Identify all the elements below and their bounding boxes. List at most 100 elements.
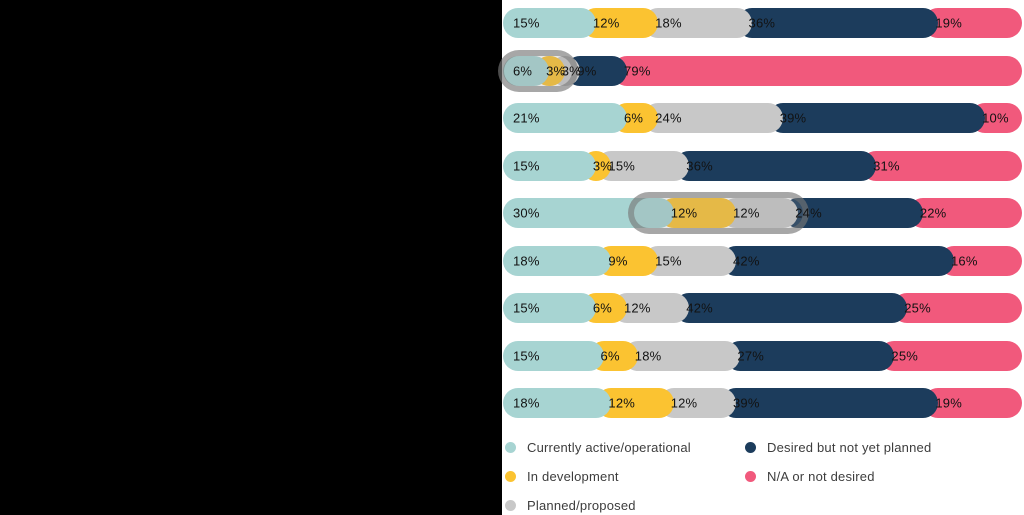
bar-segment xyxy=(643,8,752,38)
bar-segment xyxy=(767,103,986,133)
segment-value-label: 22% xyxy=(919,205,947,221)
segment-value-label: 24% xyxy=(795,205,822,221)
segment-value-label: 15% xyxy=(513,348,540,363)
legend-item: In development xyxy=(505,462,745,491)
bar-row: 15% 3% 15% 36% 31% xyxy=(503,150,1022,181)
legend-color-dot xyxy=(505,471,516,482)
bar-segment xyxy=(674,293,908,323)
bar-segment xyxy=(861,150,1022,181)
segment-value-label: 16% xyxy=(950,253,978,268)
segment-value-label: 39% xyxy=(732,395,760,411)
segment-value-label: 12% xyxy=(592,15,620,31)
legend-color-dot xyxy=(745,442,756,453)
segment-value-label: 10% xyxy=(982,110,1009,126)
segment-value-label: 19% xyxy=(935,15,962,31)
segment-value-label: 27% xyxy=(737,348,765,363)
segment-value-label: 15% xyxy=(513,300,540,316)
legend-label: In development xyxy=(527,469,619,484)
segment-value-label: 30% xyxy=(513,205,540,221)
segment-value-label: 39% xyxy=(779,110,807,126)
segment-value-label: 19% xyxy=(935,395,962,411)
segment-value-label: 12% xyxy=(670,205,698,221)
segment-value-label: 9% xyxy=(577,63,597,78)
segment-value-label: 12% xyxy=(608,395,636,411)
segment-value-label: 25% xyxy=(904,300,931,316)
bar-row: 15% 12% 18% 36% 19% xyxy=(503,8,1022,38)
legend-item: Planned/proposed xyxy=(505,491,745,515)
segment-value-label: 42% xyxy=(732,253,760,268)
bar-segment xyxy=(923,8,1022,38)
category-label-mask xyxy=(0,0,502,515)
segment-highlight-ring xyxy=(627,192,810,234)
segment-value-label: 6% xyxy=(600,348,620,363)
segment-value-label: 25% xyxy=(891,348,919,363)
segment-value-label: 3% xyxy=(592,158,613,173)
bar-segment xyxy=(643,245,736,276)
bar-segment xyxy=(503,293,596,323)
bar-row: 15% 6% 18% 27% 25% xyxy=(503,340,1022,371)
segment-value-label: 15% xyxy=(608,158,636,173)
segment-value-label: 15% xyxy=(513,158,540,173)
segment-value-label: 21% xyxy=(513,110,540,126)
segment-value-label: 12% xyxy=(670,395,698,411)
legend-item: Desired but not yet planned xyxy=(745,433,1015,462)
segment-value-label: 18% xyxy=(513,395,540,411)
legend-label: N/A or not desired xyxy=(767,469,875,484)
segment-value-label: 31% xyxy=(873,158,900,173)
bar-segment xyxy=(503,388,612,418)
bar-segment xyxy=(736,8,939,38)
bar-segment xyxy=(879,340,1022,371)
bar-row: 18% 9% 15% 42% 16% xyxy=(503,245,1022,276)
segment-value-label: 36% xyxy=(748,15,776,31)
bar-segment xyxy=(720,245,954,276)
segment-value-label: 3% xyxy=(561,63,581,78)
bar-segment xyxy=(622,340,741,371)
legend-color-dot xyxy=(505,500,516,511)
bar-segment xyxy=(907,198,1022,228)
bar-segment xyxy=(503,150,596,181)
bar-segment xyxy=(674,150,877,181)
bar-segment xyxy=(720,388,939,418)
bar-segment xyxy=(611,55,1022,86)
segment-value-label: 12% xyxy=(732,205,760,221)
bar-row: 18% 12% 12% 39% 19% xyxy=(503,388,1022,418)
legend-color-dot xyxy=(505,442,516,453)
segment-value-label: 42% xyxy=(686,300,713,316)
bar-segment xyxy=(923,388,1022,418)
bar-segment xyxy=(503,340,604,371)
legend-column-2: Desired but not yet planned N/A or not de… xyxy=(745,433,1015,515)
bar-row: 15% 6% 12% 42% 25% xyxy=(503,293,1022,323)
bar-segment xyxy=(503,8,596,38)
segment-value-label: 18% xyxy=(634,348,662,363)
segment-highlight-ring xyxy=(497,49,579,92)
legend-color-dot xyxy=(745,471,756,482)
segment-value-label: 6% xyxy=(592,300,613,316)
bar-segment xyxy=(892,293,1022,323)
bar-row: 6% 3% 3% 9% 79% xyxy=(497,49,1022,92)
legend-column-1: Currently active/operational In developme… xyxy=(505,433,745,515)
segment-value-label: 15% xyxy=(513,15,540,31)
segment-value-label: 79% xyxy=(623,63,651,78)
legend-label: Currently active/operational xyxy=(527,440,691,455)
bar-segment xyxy=(503,103,627,133)
segment-value-label: 3% xyxy=(546,63,566,78)
segment-value-label: 6% xyxy=(513,63,533,78)
segment-value-label: 18% xyxy=(513,253,540,268)
legend-item: Currently active/operational xyxy=(505,433,745,462)
bar-row: 30% 12% 12% 24% 22% xyxy=(503,192,1022,234)
legend-label: Desired but not yet planned xyxy=(767,440,932,455)
bar-segment xyxy=(725,340,895,371)
stacked-bar-chart: 15% 12% 18% 36% 19% 6% 3% 3% 9% 79% 21% 6% 24% 39% 10%… xyxy=(497,0,1022,430)
bar-segment xyxy=(596,150,690,181)
segment-value-label: 36% xyxy=(686,158,713,173)
bar-segment xyxy=(643,103,783,133)
legend-label: Planned/proposed xyxy=(527,498,636,513)
bar-row: 21% 6% 24% 39% 10% xyxy=(503,103,1022,133)
segment-value-label: 24% xyxy=(655,110,682,126)
chart-legend: Currently active/operational In developme… xyxy=(505,433,1024,515)
segment-value-label: 6% xyxy=(623,110,644,126)
bar-segment xyxy=(503,245,612,276)
segment-value-label: 9% xyxy=(608,253,628,268)
segment-value-label: 18% xyxy=(655,15,682,31)
